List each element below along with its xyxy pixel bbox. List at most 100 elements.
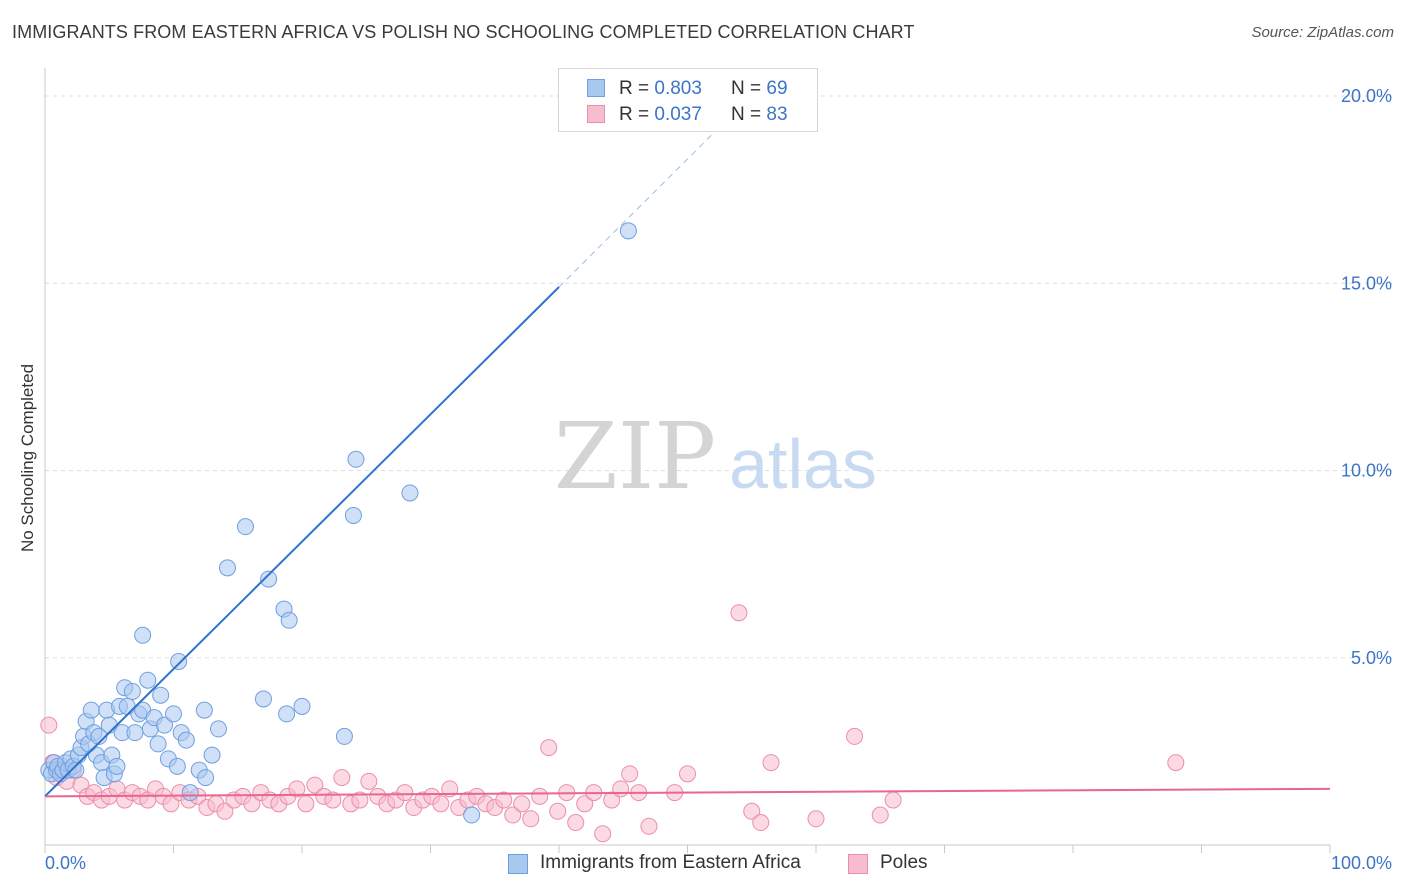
poles-point	[594, 825, 612, 843]
poles-point	[40, 716, 58, 734]
poles-point	[549, 802, 567, 820]
eastern-africa-point	[149, 735, 167, 753]
eastern-africa-points	[40, 222, 637, 824]
eastern-africa-point	[278, 705, 296, 723]
eastern-africa-trend-extension	[558, 133, 714, 288]
legend-swatch-pink	[587, 105, 605, 123]
legend-r: R = 0.037	[619, 104, 702, 125]
watermark: ZIP atlas	[554, 403, 877, 510]
bottom-legend-label: Poles	[880, 852, 928, 873]
poles-point	[612, 780, 630, 798]
eastern-africa-point	[156, 716, 174, 734]
legend-swatch-blue	[587, 79, 605, 97]
eastern-africa-point	[195, 701, 213, 719]
poles-point	[846, 727, 864, 745]
poles-point	[297, 795, 315, 813]
poles-point	[567, 814, 585, 832]
poles-point	[513, 795, 531, 813]
trend-lines	[44, 133, 1331, 798]
x-tick-label-max: 100.0%	[1331, 853, 1392, 873]
correlation-legend: R = 0.803 N = 69 R = 0.037 N = 83	[558, 68, 818, 132]
eastern-africa-point	[82, 701, 100, 719]
poles-point	[576, 795, 594, 813]
poles-points	[40, 604, 1185, 843]
poles-point	[324, 791, 342, 809]
eastern-africa-point	[344, 506, 362, 524]
watermark-zip: ZIP	[554, 403, 716, 510]
bottom-legend-label: Immigrants from Eastern Africa	[540, 852, 801, 873]
bottom-legend-swatch-pink	[848, 854, 868, 874]
poles-point	[752, 814, 770, 832]
axes	[44, 68, 1331, 853]
poles-point	[306, 776, 324, 794]
poles-point	[288, 780, 306, 798]
eastern-africa-point	[347, 450, 365, 468]
tick-labels: 5.0% 10.0% 15.0% 20.0% 0.0% 100.0%	[45, 86, 1392, 873]
eastern-africa-point	[260, 570, 278, 588]
poles-point	[522, 810, 540, 828]
eastern-africa-point	[401, 484, 419, 502]
y-tick-label: 10.0%	[1341, 461, 1392, 481]
poles-point	[621, 765, 639, 783]
eastern-africa-point	[335, 727, 353, 745]
eastern-africa-point	[152, 686, 170, 704]
eastern-africa-point	[139, 671, 157, 689]
poles-point	[351, 791, 369, 809]
chart-title: IMMIGRANTS FROM EASTERN AFRICA VS POLISH…	[12, 22, 915, 42]
eastern-africa-point	[126, 724, 144, 742]
poles-point	[441, 780, 459, 798]
poles-point	[762, 754, 780, 772]
poles-point	[396, 784, 414, 802]
poles-point	[807, 810, 825, 828]
eastern-africa-point	[123, 682, 141, 700]
eastern-africa-point	[197, 769, 215, 787]
poles-trend-line	[44, 787, 1331, 798]
eastern-africa-point	[254, 690, 272, 708]
eastern-africa-point	[181, 784, 199, 802]
y-tick-label: 20.0%	[1341, 86, 1392, 106]
y-tick-label: 5.0%	[1351, 648, 1392, 668]
eastern-africa-point	[209, 720, 227, 738]
poles-point	[743, 802, 761, 820]
poles-point	[504, 806, 522, 824]
eastern-africa-point	[170, 652, 188, 670]
x-tick-label-min: 0.0%	[45, 853, 86, 873]
eastern-africa-point	[108, 757, 126, 775]
poles-point	[495, 791, 513, 809]
poles-point	[679, 765, 696, 783]
legend-r-value: 0.803	[654, 78, 702, 99]
legend-n: N = 83	[731, 104, 788, 125]
poles-point	[531, 787, 549, 805]
poles-point	[360, 772, 378, 790]
watermark-atlas: atlas	[729, 425, 877, 503]
poles-point	[540, 739, 558, 757]
poles-point	[1167, 754, 1185, 772]
legend-n-value: 69	[766, 78, 788, 99]
poles-point	[333, 769, 351, 787]
eastern-africa-point	[293, 697, 311, 715]
eastern-africa-point	[218, 559, 236, 577]
poles-point	[884, 791, 902, 809]
eastern-africa-point	[90, 727, 108, 745]
bottom-legend-swatch-blue	[508, 854, 528, 874]
legend-n: N = 69	[731, 78, 788, 99]
eastern-africa-trend-line	[44, 286, 560, 798]
poles-point	[216, 802, 234, 820]
eastern-africa-point	[177, 731, 195, 749]
eastern-africa-point	[165, 705, 182, 723]
poles-point	[640, 817, 658, 835]
source-credit: Source: ZipAtlas.com	[1251, 24, 1394, 41]
y-tick-label: 15.0%	[1341, 273, 1392, 293]
legend-r-value: 0.037	[654, 104, 702, 125]
eastern-africa-point	[236, 518, 254, 536]
gridlines	[45, 95, 1392, 659]
poles-point	[432, 795, 450, 813]
eastern-africa-point	[168, 757, 186, 775]
eastern-africa-point	[134, 626, 152, 644]
legend-r: R = 0.803	[619, 78, 702, 99]
eastern-africa-point	[463, 806, 481, 824]
eastern-africa-point	[280, 611, 298, 629]
eastern-africa-point	[203, 746, 221, 764]
poles-point	[730, 604, 748, 622]
